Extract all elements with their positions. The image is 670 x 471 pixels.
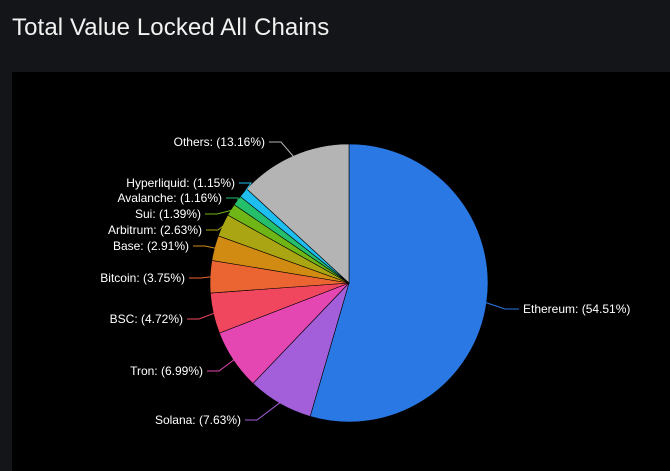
leader-line-hyperliquid bbox=[239, 182, 252, 194]
leader-line-others bbox=[269, 141, 294, 157]
pie-chart: Ethereum: (54.51%) Solana: (7.63%) Tron: (… bbox=[100, 135, 630, 427]
leader-line-tron bbox=[207, 359, 235, 372]
data-label-ethereum: Ethereum: (54.51%) bbox=[523, 302, 630, 316]
header: Total Value Locked All Chains bbox=[0, 0, 670, 66]
leader-line-sui bbox=[205, 209, 232, 215]
leader-line-avalanche bbox=[226, 197, 239, 202]
pie-labels: Ethereum: (54.51%) Solana: (7.63%) Tron: (… bbox=[100, 135, 630, 427]
leader-line-ethereum bbox=[485, 302, 519, 310]
leader-line-arbitrum bbox=[206, 225, 224, 231]
pie-slices bbox=[209, 143, 489, 423]
leader-line-bitcoin bbox=[189, 276, 212, 279]
leader-line-solana bbox=[245, 402, 281, 421]
leader-line-base bbox=[193, 245, 216, 249]
data-label-bitcoin: Bitcoin: (3.75%) bbox=[100, 271, 185, 285]
page-title: Total Value Locked All Chains bbox=[12, 14, 330, 41]
pie-leader-lines bbox=[187, 141, 519, 421]
data-label-solana: Solana: (7.63%) bbox=[155, 413, 241, 427]
data-label-avalanche: Avalanche: (1.16%) bbox=[117, 191, 222, 205]
data-label-base: Base: (2.91%) bbox=[113, 239, 189, 253]
data-label-bsc: BSC: (4.72%) bbox=[110, 312, 183, 326]
data-label-arbitrum: Arbitrum: (2.63%) bbox=[108, 223, 202, 237]
data-label-hyperliquid: Hyperliquid: (1.15%) bbox=[126, 176, 235, 190]
leader-line-bsc bbox=[187, 312, 215, 320]
chart-panel: Ethereum: (54.51%) Solana: (7.63%) Tron: (… bbox=[12, 72, 670, 471]
data-label-tron: Tron: (6.99%) bbox=[130, 364, 203, 378]
data-label-sui: Sui: (1.39%) bbox=[135, 207, 201, 221]
data-label-others: Others: (13.16%) bbox=[174, 135, 265, 149]
